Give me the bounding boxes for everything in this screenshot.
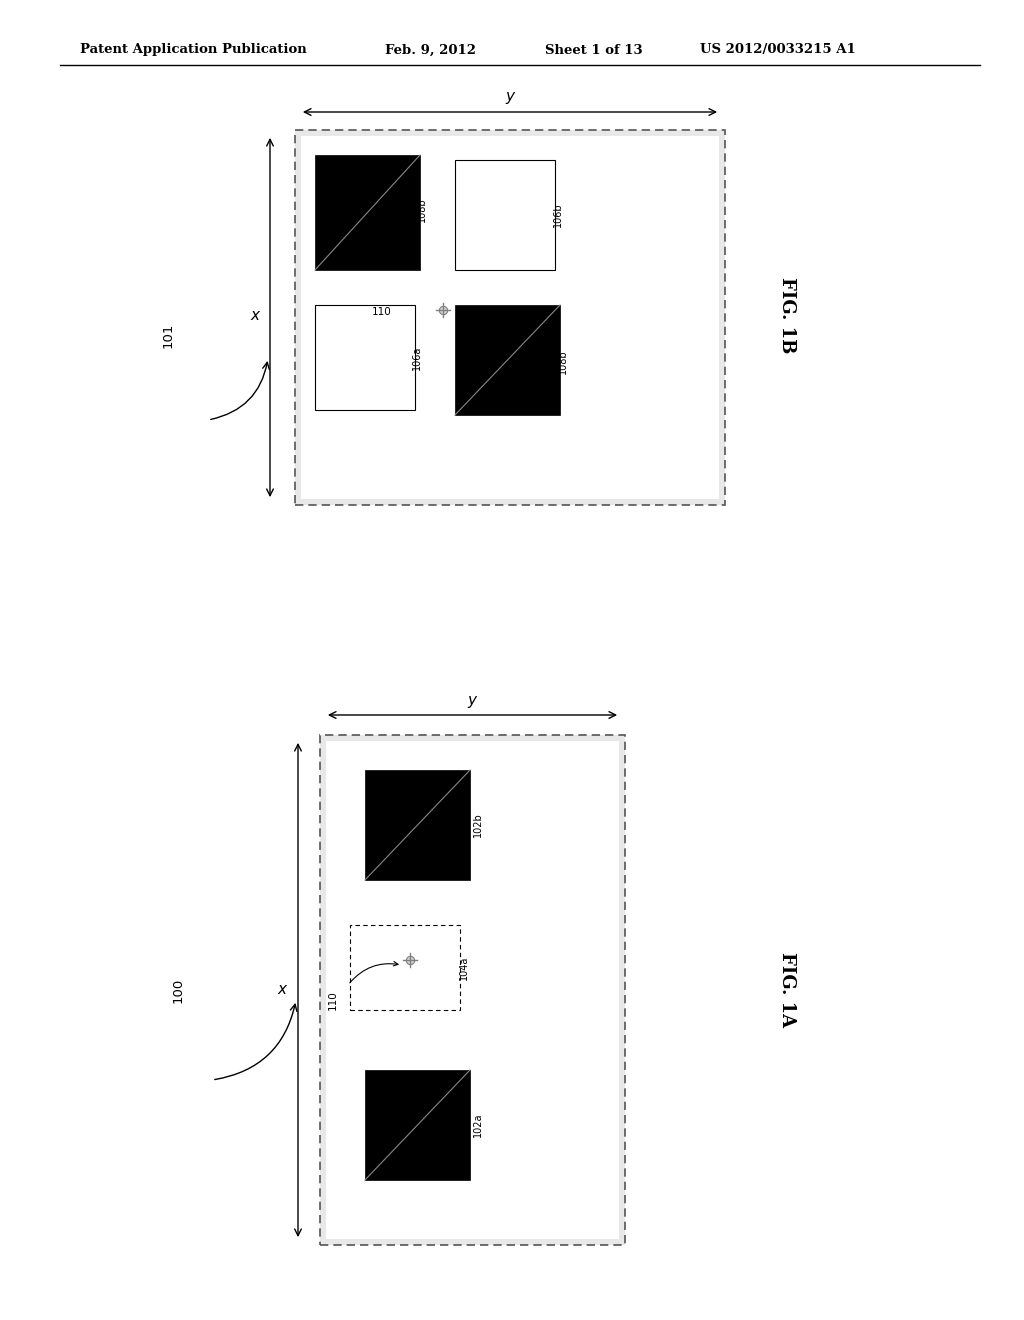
Bar: [326, 741, 618, 1239]
Bar: [295, 129, 725, 506]
Text: y: y: [468, 693, 476, 708]
Text: US 2012/0033215 A1: US 2012/0033215 A1: [700, 44, 856, 57]
Text: 102a: 102a: [473, 1113, 483, 1138]
Bar: [455, 305, 560, 414]
Text: Feb. 9, 2012: Feb. 9, 2012: [385, 44, 476, 57]
Text: 100: 100: [171, 977, 184, 1003]
Bar: [315, 154, 420, 271]
Text: FIG. 1A: FIG. 1A: [778, 953, 796, 1027]
Bar: [365, 770, 470, 880]
Text: x: x: [251, 308, 259, 322]
Text: 106b: 106b: [553, 203, 563, 227]
Text: 101: 101: [162, 322, 174, 347]
FancyArrowPatch shape: [211, 362, 269, 420]
Bar: [350, 925, 460, 1010]
Text: x: x: [278, 982, 287, 998]
Text: Sheet 1 of 13: Sheet 1 of 13: [545, 44, 643, 57]
Text: 106a: 106a: [412, 346, 422, 370]
Text: 104a: 104a: [459, 956, 469, 981]
Text: Patent Application Publication: Patent Application Publication: [80, 44, 307, 57]
Text: 108b: 108b: [417, 198, 427, 222]
Bar: [315, 305, 415, 411]
Text: 108b: 108b: [558, 350, 568, 375]
Text: 110: 110: [373, 308, 392, 317]
Bar: [301, 136, 719, 499]
Text: 102b: 102b: [473, 813, 483, 837]
FancyArrowPatch shape: [215, 1005, 297, 1080]
Text: 110: 110: [328, 990, 338, 1010]
FancyArrowPatch shape: [350, 961, 398, 983]
Text: y: y: [506, 90, 514, 104]
Bar: [455, 160, 555, 271]
Bar: [319, 735, 625, 1245]
Text: FIG. 1B: FIG. 1B: [778, 277, 796, 354]
Bar: [365, 1071, 470, 1180]
